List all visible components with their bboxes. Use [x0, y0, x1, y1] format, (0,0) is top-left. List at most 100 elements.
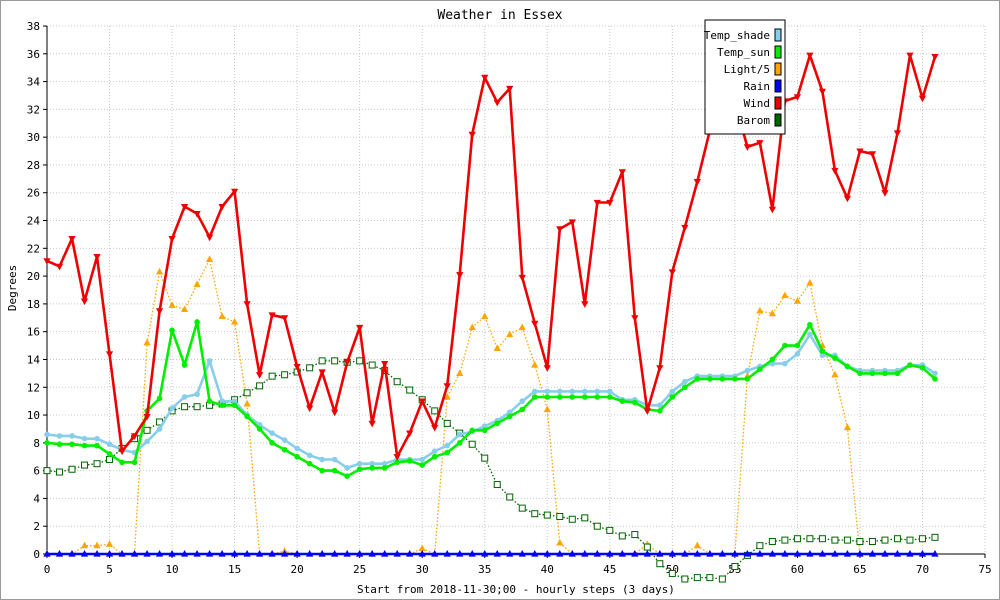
y-tick-label: 6 [33, 465, 40, 478]
data-point [444, 449, 451, 456]
data-point [156, 426, 163, 432]
series-rain [43, 550, 939, 557]
data-point [907, 362, 913, 368]
data-point [180, 550, 189, 557]
data-point [643, 408, 651, 415]
data-point [406, 550, 414, 557]
data-point [93, 254, 101, 261]
data-point [93, 550, 101, 557]
legend: Temp_shade Temp_sun Light/5 Rain Wind Barom [704, 19, 786, 135]
data-point [205, 550, 214, 557]
data-point [868, 537, 876, 545]
data-point [331, 456, 338, 463]
x-tick-label: 30 [416, 563, 429, 576]
data-point [381, 465, 388, 471]
data-point [68, 235, 76, 243]
data-point [831, 167, 839, 175]
series-line-wind [46, 53, 937, 458]
data-point [194, 391, 200, 398]
data-point [606, 550, 614, 557]
x-tick-label: 5 [106, 563, 113, 576]
data-point [569, 388, 576, 395]
data-point [256, 372, 264, 379]
data-point [556, 388, 563, 395]
data-point [494, 420, 501, 427]
data-point [719, 376, 726, 382]
data-point [381, 550, 389, 557]
data-point [793, 94, 801, 101]
data-point [769, 356, 776, 363]
data-point [368, 550, 376, 557]
data-point [318, 357, 326, 365]
data-point [506, 85, 514, 93]
data-point [218, 312, 226, 319]
x-tick-label: 25 [353, 563, 366, 576]
data-point [669, 388, 676, 395]
data-point [581, 550, 589, 557]
data-point [106, 451, 113, 457]
data-point [469, 427, 476, 434]
data-point [556, 512, 564, 520]
data-point [918, 95, 927, 103]
data-point [131, 459, 138, 466]
data-point [831, 550, 839, 557]
data-point [481, 74, 489, 82]
data-point [431, 424, 439, 432]
data-point [118, 550, 126, 557]
data-point [181, 394, 188, 400]
data-point [93, 460, 101, 468]
data-point [656, 560, 664, 568]
data-point [393, 378, 401, 386]
data-point [818, 550, 827, 557]
data-point [268, 312, 276, 320]
data-point [607, 388, 613, 395]
legend-box [704, 19, 786, 135]
y-tick-label: 14 [27, 353, 41, 366]
legend-label: Light/5 [724, 63, 770, 76]
series-wind [43, 52, 939, 461]
data-point [281, 315, 289, 322]
y-tick-label: 18 [27, 298, 40, 311]
data-point [531, 510, 539, 518]
data-point [819, 352, 826, 359]
data-point [706, 574, 714, 582]
data-point [343, 359, 351, 367]
data-point [744, 376, 751, 382]
data-point [81, 435, 88, 442]
data-point [806, 52, 814, 60]
data-point [857, 370, 863, 377]
data-point [81, 442, 88, 449]
data-point [318, 369, 326, 376]
data-point [618, 532, 626, 540]
data-point [893, 535, 901, 543]
data-point [906, 52, 914, 60]
data-point [256, 382, 264, 390]
data-point [843, 536, 851, 544]
data-point [681, 550, 689, 557]
data-point [643, 543, 651, 551]
data-point [44, 431, 50, 438]
data-point [155, 550, 164, 557]
data-point [394, 459, 400, 466]
y-axis-label: Degrees [6, 265, 19, 311]
data-point [544, 388, 551, 395]
data-point [581, 301, 589, 308]
data-point [180, 305, 189, 313]
chart-title: Weather in Essex [437, 8, 562, 23]
data-point [893, 130, 902, 137]
data-point [682, 378, 688, 385]
data-point [344, 473, 350, 479]
data-point [356, 324, 364, 332]
legend-swatch [774, 45, 782, 59]
data-point [856, 148, 864, 156]
data-point [456, 272, 464, 279]
data-point [406, 386, 414, 394]
data-point [94, 435, 100, 442]
data-point [306, 452, 313, 459]
data-point [931, 53, 939, 61]
data-point [843, 195, 852, 203]
data-point [43, 467, 51, 475]
data-point [43, 550, 51, 557]
y-tick-label: 24 [27, 215, 41, 228]
